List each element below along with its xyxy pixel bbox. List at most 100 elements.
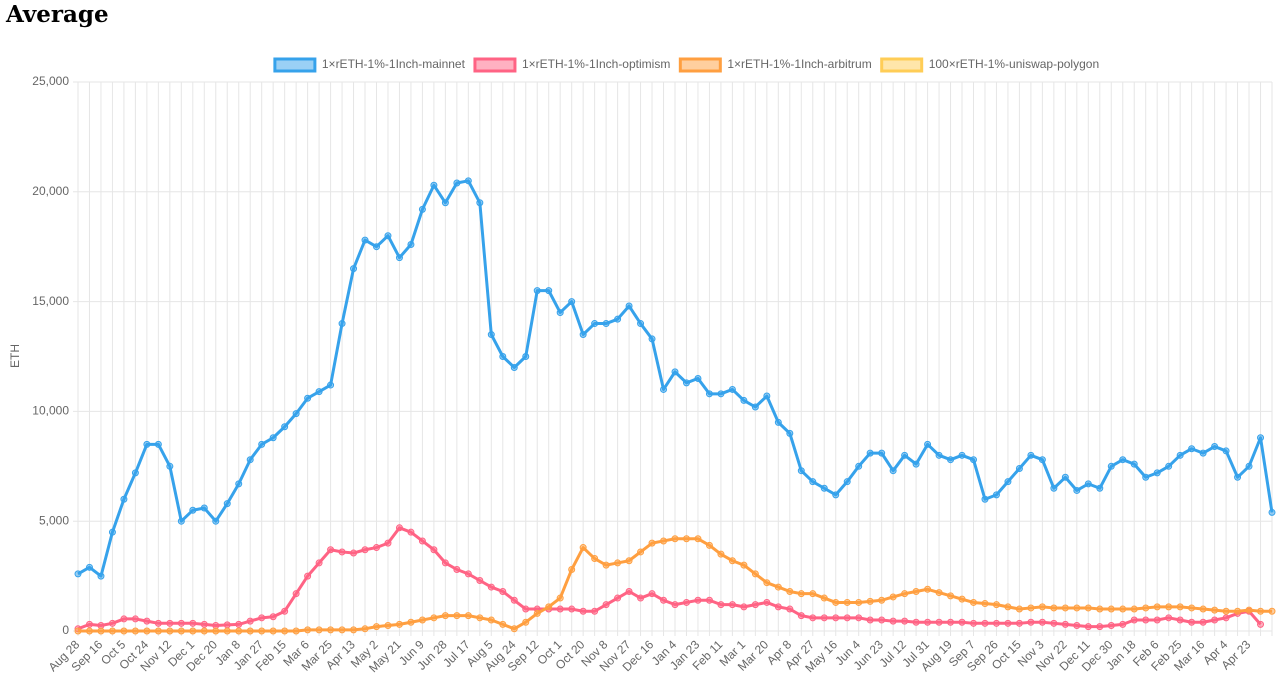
data-point xyxy=(958,595,966,603)
data-point xyxy=(797,612,805,620)
data-point xyxy=(591,555,599,563)
data-point xyxy=(774,603,782,611)
data-point xyxy=(395,620,403,628)
data-point xyxy=(1130,605,1138,613)
data-point xyxy=(1107,622,1115,630)
data-point xyxy=(350,549,358,557)
data-point xyxy=(200,620,208,628)
data-point xyxy=(384,622,392,630)
data-point xyxy=(797,590,805,598)
data-point xyxy=(660,596,668,604)
data-point xyxy=(1084,604,1092,612)
data-point xyxy=(258,614,266,622)
data-point xyxy=(1211,443,1219,451)
data-point xyxy=(510,625,518,633)
data-point xyxy=(499,587,507,595)
data-point xyxy=(947,618,955,626)
data-point xyxy=(269,434,277,442)
data-point xyxy=(304,572,312,580)
data-point xyxy=(246,617,254,625)
data-point xyxy=(223,500,231,508)
data-point xyxy=(292,590,300,598)
data-point xyxy=(568,298,576,306)
data-point xyxy=(1222,447,1230,455)
y-tick-label: 5,000 xyxy=(39,513,69,527)
data-point xyxy=(189,619,197,627)
data-point xyxy=(1165,462,1173,470)
data-point xyxy=(395,254,403,262)
data-point xyxy=(751,570,759,578)
data-point xyxy=(1119,605,1127,613)
data-point xyxy=(407,528,415,536)
data-point xyxy=(1153,469,1161,477)
y-tick-label: 20,000 xyxy=(32,184,69,198)
data-point xyxy=(832,614,840,622)
legend-swatch xyxy=(678,57,722,73)
data-point xyxy=(1268,508,1276,516)
data-point xyxy=(648,590,656,598)
data-point xyxy=(728,385,736,393)
data-point xyxy=(981,495,989,503)
data-point xyxy=(1027,618,1035,626)
data-point xyxy=(947,456,955,464)
data-point xyxy=(464,177,472,185)
data-point xyxy=(131,615,139,623)
data-point xyxy=(407,241,415,249)
data-point xyxy=(304,626,312,634)
data-point xyxy=(166,627,174,635)
data-point xyxy=(407,618,415,626)
data-point xyxy=(361,236,369,244)
data-point xyxy=(992,619,1000,627)
data-point xyxy=(223,627,231,635)
data-point xyxy=(855,598,863,606)
data-point xyxy=(1096,623,1104,631)
data-point xyxy=(924,440,932,448)
data-point xyxy=(74,627,82,635)
data-point xyxy=(499,620,507,628)
data-point xyxy=(671,368,679,376)
data-point xyxy=(1165,614,1173,622)
data-point xyxy=(1199,618,1207,626)
data-point xyxy=(912,587,920,595)
data-point xyxy=(1038,603,1046,611)
data-point xyxy=(614,315,622,323)
data-point xyxy=(970,598,977,606)
data-point xyxy=(453,179,461,187)
data-point xyxy=(751,403,759,411)
data-point xyxy=(166,619,174,627)
data-point xyxy=(1257,620,1265,628)
data-point xyxy=(763,579,771,587)
data-point xyxy=(487,616,495,624)
data-point xyxy=(843,598,851,606)
data-point xyxy=(510,596,518,604)
data-point xyxy=(901,617,909,625)
data-point xyxy=(568,566,576,574)
series xyxy=(74,177,1276,580)
data-point xyxy=(430,546,438,554)
y-tick-label: 25,000 xyxy=(32,74,69,88)
data-point xyxy=(1073,604,1081,612)
data-point xyxy=(705,541,713,549)
data-point xyxy=(878,596,886,604)
data-point xyxy=(1073,622,1081,630)
series-line xyxy=(77,526,1262,631)
data-point xyxy=(992,601,1000,609)
data-point xyxy=(625,557,633,565)
data-point xyxy=(694,596,702,604)
chart-title: Average xyxy=(5,1,109,28)
data-point xyxy=(682,379,690,387)
data-point xyxy=(901,590,909,598)
data-point xyxy=(1176,603,1184,611)
data-point xyxy=(786,587,794,595)
data-point xyxy=(200,627,208,635)
data-point xyxy=(717,390,725,398)
data-point xyxy=(476,199,484,207)
data-point xyxy=(1015,464,1023,472)
data-point xyxy=(820,594,828,602)
legend-item: 1×rETH-1%-1Inch-arbitrum xyxy=(678,57,872,73)
data-point xyxy=(350,626,358,634)
data-point xyxy=(1142,473,1150,481)
data-point xyxy=(476,576,484,584)
data-point xyxy=(441,199,449,207)
